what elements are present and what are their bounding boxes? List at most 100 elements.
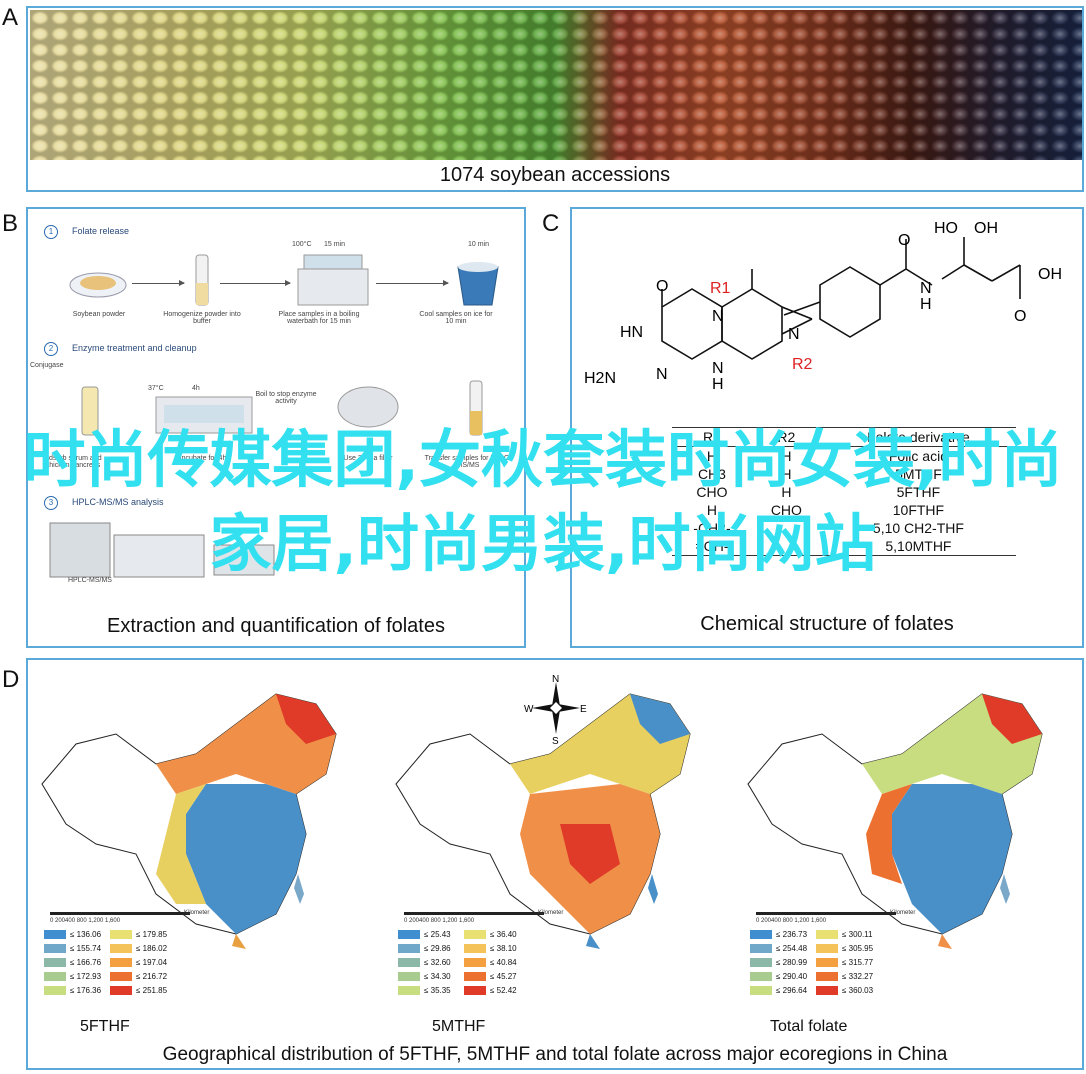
legend-swatch [44, 944, 66, 954]
step-3-illustration [49, 522, 275, 578]
legend-value: ≤ 290.40 [776, 972, 808, 981]
atom-n-amide: N [920, 280, 932, 297]
legend-swatch [110, 972, 132, 982]
map-label-5mthf: 5MTHF [432, 1018, 486, 1035]
scale-bar-1 [50, 912, 190, 915]
atom-h-ring: H [712, 376, 724, 393]
legend-swatch [816, 930, 838, 940]
legend-item: ≤ 34.30 [398, 972, 451, 986]
boil-stop-label: Boil to stop enzyme activity [255, 391, 317, 405]
panel-b: 1 Folate release 100°C 15 min 10 min Soy… [26, 207, 526, 648]
legend-item: ≤ 315.77 [816, 958, 873, 972]
table-row: H H Folic acid [672, 447, 1016, 466]
scale-bar-3 [756, 912, 896, 915]
map-label-5fthf: 5FTHF [80, 1018, 130, 1035]
legend-item: ≤ 296.64 [750, 986, 807, 1000]
legend-swatch [44, 930, 66, 940]
legend-value: ≤ 179.85 [136, 930, 168, 939]
legend-swatch [816, 958, 838, 968]
legend-item: ≤ 38.10 [464, 944, 517, 958]
panel-a-label: A [2, 4, 19, 31]
legend-swatch [750, 930, 772, 940]
table-row: H CHO 10FTHF [672, 501, 1016, 519]
legend-swatch [816, 986, 838, 996]
legend-swatch [816, 972, 838, 982]
legend-swatch [398, 930, 420, 940]
legend-item: ≤ 45.27 [464, 972, 517, 986]
legend-value: ≤ 155.74 [70, 944, 102, 953]
legend-value: ≤ 315.77 [842, 958, 874, 967]
cell [751, 537, 821, 556]
cell: =CH- [672, 537, 752, 556]
time-label-2: 10 min [468, 241, 490, 248]
cell: 5MTHF [895, 466, 942, 482]
cell: CHO [770, 502, 802, 518]
step-1-illustration [69, 254, 499, 306]
legend-value: ≤ 251.85 [136, 986, 168, 995]
hplc-note-label: Transfer samples for HPLC-MS/MS [424, 455, 512, 469]
step-3-title: HPLC-MS/MS analysis [72, 497, 164, 507]
legend-swatch [750, 958, 772, 968]
legend-value: ≤ 40.84 [490, 958, 517, 967]
legend-item: ≤ 36.40 [464, 930, 517, 944]
atom-r2: R2 [792, 356, 813, 373]
temp-label-1: 100°C [292, 241, 312, 248]
step-1-number: 1 [44, 225, 58, 239]
soybean-photo [30, 10, 1082, 160]
step-2-number: 2 [44, 342, 58, 356]
cell: Folic acid [888, 448, 948, 464]
legend-item: ≤ 360.03 [816, 986, 873, 1000]
atom-ho: HO [934, 220, 958, 237]
panel-a: 1074 soybean accessions [26, 6, 1084, 192]
legend-item: ≤ 236.73 [750, 930, 807, 944]
folate-structure: HO OH OH O O N H O HN H2N N N H N R1 N R… [584, 220, 1062, 393]
time-label-3: 4h [192, 385, 200, 392]
legend-value: ≤ 186.02 [136, 944, 168, 953]
cell: CHO [696, 484, 728, 500]
cell: H [706, 448, 718, 464]
cell: -CH2- [693, 520, 731, 536]
header-derivative: Folate derivative [820, 427, 1016, 447]
table-row: -CH2- 5,10 CH2-THF [672, 519, 1016, 537]
legend-value: ≤ 280.99 [776, 958, 808, 967]
atom-r1: R1 [710, 280, 731, 297]
legend-value: ≤ 216.72 [136, 972, 168, 981]
legend-value: ≤ 34.30 [424, 972, 451, 981]
homogenize-label: Homogenize powder into buffer [163, 311, 241, 325]
atom-n-ring: N [656, 366, 668, 383]
legend-item: ≤ 290.40 [750, 972, 807, 986]
cell: 5,10 CH2-THF [872, 520, 964, 536]
cell: CH3 [697, 466, 726, 482]
cell: H [781, 466, 792, 482]
legend-item: ≤ 155.74 [44, 944, 101, 958]
hplc-label: HPLC-MS/MS [68, 577, 112, 584]
atom-n-10: N [788, 326, 800, 343]
legend-swatch [464, 930, 486, 940]
panel-d-caption: Geographical distribution of 5FTHF, 5MTH… [162, 1044, 948, 1065]
table-row: CHO H 5FTHF [672, 483, 1016, 501]
panel-c-caption: Chemical structure of folates [700, 613, 954, 635]
legend-value: ≤ 300.11 [842, 930, 873, 939]
legend-value: ≤ 236.73 [776, 930, 808, 939]
legend-item: ≤ 197.04 [110, 958, 167, 972]
scale-ticks-2: 0 200400 800 1,200 1,600 [404, 918, 475, 924]
map-label-total-folate: Total folate [770, 1018, 848, 1035]
panel-b-label: B [2, 210, 19, 237]
legend-item: ≤ 300.11 [816, 930, 873, 944]
legend-item: ≤ 176.36 [44, 986, 101, 1000]
legend-item: ≤ 254.48 [750, 944, 807, 958]
legend-swatch [398, 986, 420, 996]
legend-item: ≤ 305.95 [816, 944, 873, 958]
panel-d-label: D [2, 666, 20, 693]
panel-c-label: C [542, 210, 560, 237]
legend-item: ≤ 186.02 [110, 944, 167, 958]
legend-item: ≤ 216.72 [110, 972, 167, 986]
legend-value: ≤ 197.04 [136, 958, 168, 967]
legend-swatch [750, 986, 772, 996]
legend-swatch [398, 972, 420, 982]
atom-oh-right: OH [1038, 266, 1062, 283]
atom-o-carbonyl: O [898, 232, 910, 249]
conjugase-label: Conjugase [30, 362, 64, 369]
scale-ticks-1: 0 200400 800 1,200 1,600 [50, 918, 121, 924]
legend-swatch [464, 944, 486, 954]
